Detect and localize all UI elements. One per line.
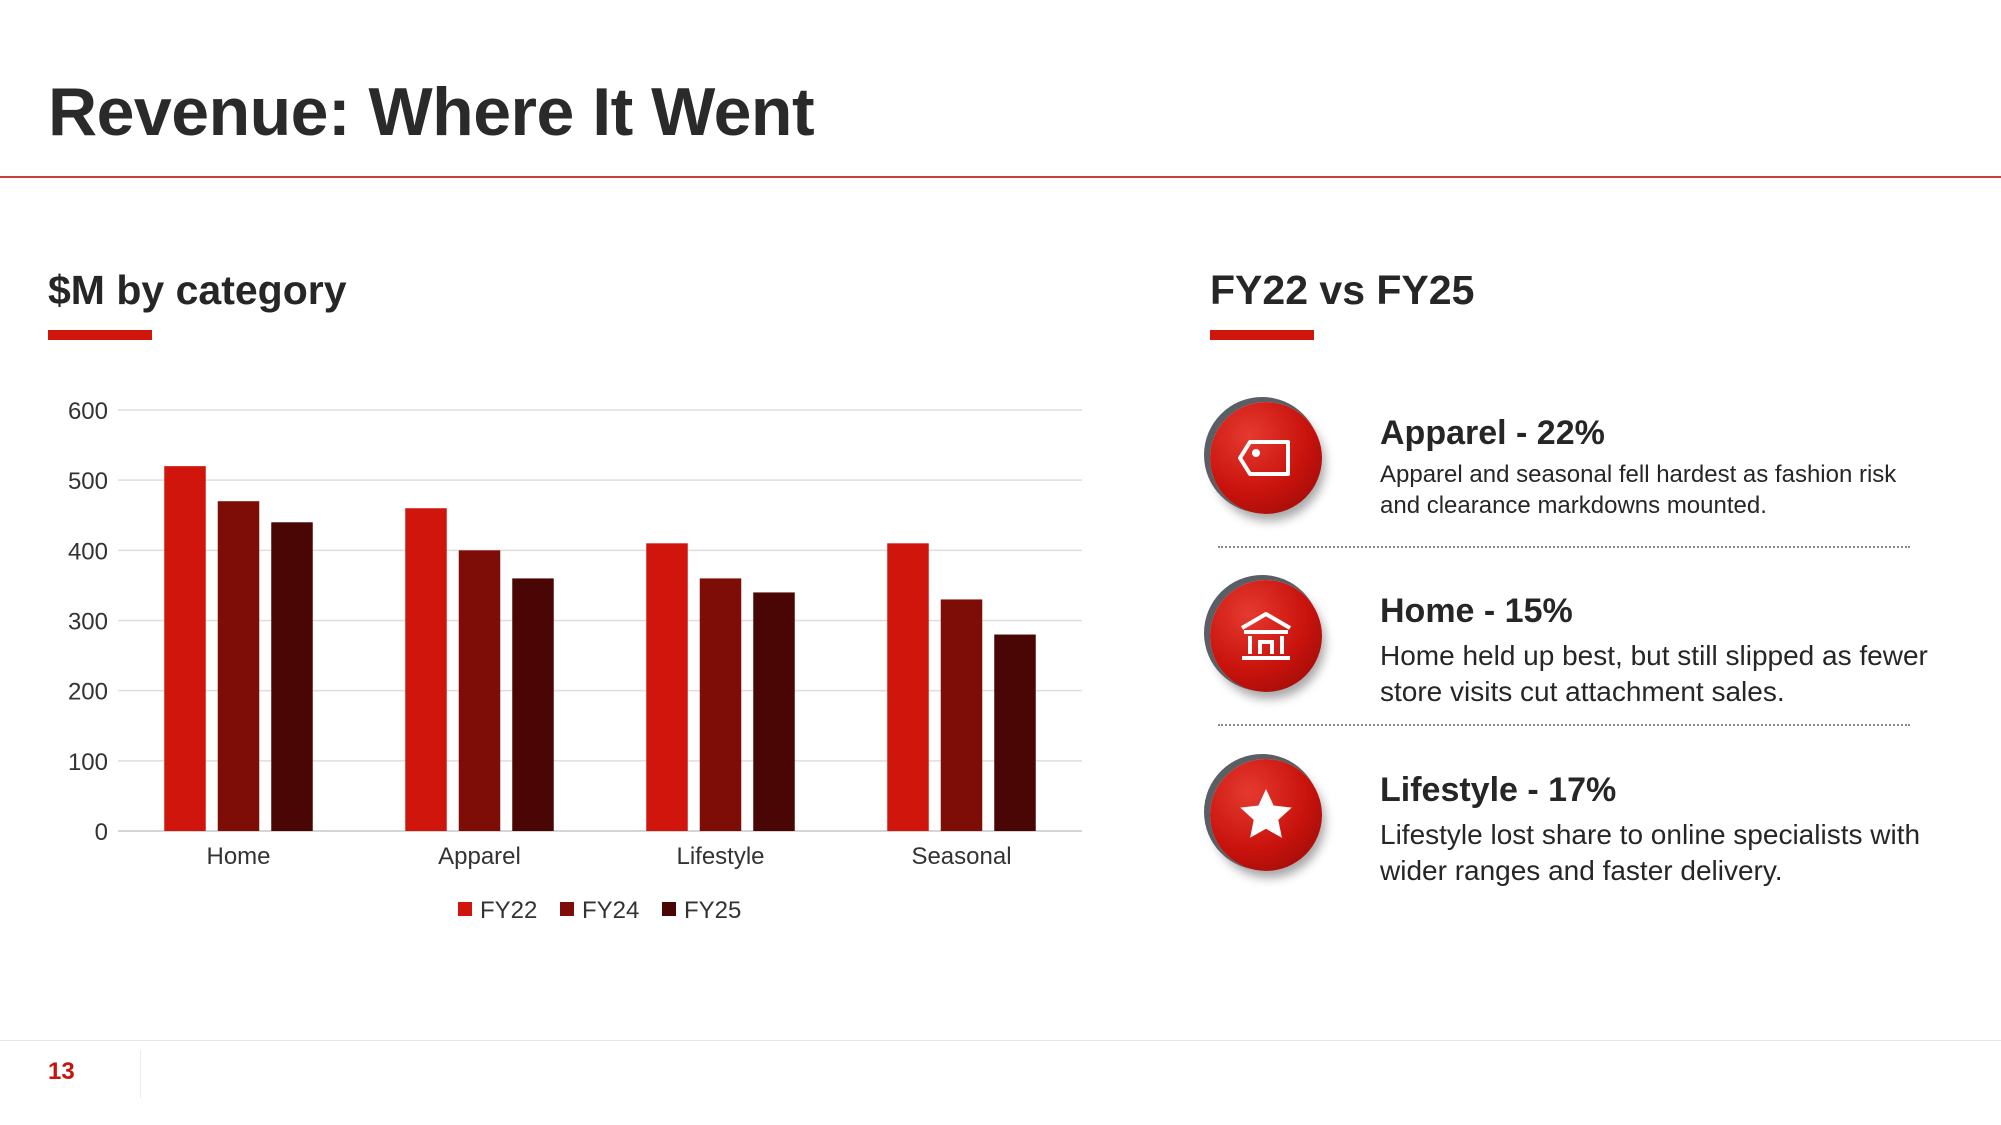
legend-label: FY22 [480, 897, 537, 924]
item-separator [1218, 546, 1910, 548]
item-description: Home held up best, but still slipped as … [1380, 640, 1928, 707]
bar-home-fy25 [271, 522, 313, 831]
y-tick-label: 300 [68, 609, 108, 636]
bar-lifestyle-fy22 [646, 543, 688, 831]
x-tick-label: Home [206, 843, 270, 870]
bar-seasonal-fy24 [940, 599, 983, 831]
legend-label: FY24 [582, 897, 639, 924]
comparison-section-heading: FY22 vs FY25 [1210, 267, 1475, 313]
x-tick-label: Apparel [438, 843, 521, 870]
comparison-item-apparel: Apparel - 22% Apparel and seasonal fell … [1210, 402, 1930, 542]
price-tag-icon [1238, 440, 1290, 476]
y-tick-label: 600 [68, 398, 108, 425]
revenue-bar-chart: 0 100 200 300 400 500 600 Home Apparel Lifestyle S… [68, 398, 1082, 924]
bar-home-fy24 [217, 501, 260, 831]
page-number: 13 [48, 1058, 75, 1085]
y-tick-label: 500 [68, 468, 108, 495]
star-icon [1240, 789, 1292, 838]
bar-apparel-fy22 [405, 508, 447, 831]
bar-seasonal-fy25 [994, 634, 1036, 831]
bar-lifestyle-fy24 [699, 578, 742, 831]
house-icon [1240, 612, 1292, 660]
y-tick-label: 100 [68, 749, 108, 776]
item-title: Lifestyle - 17% [1380, 771, 1617, 809]
item-title: Apparel - 22% [1380, 414, 1605, 452]
chart-heading-accent-bar [48, 330, 152, 340]
footer-divider [140, 1050, 141, 1098]
x-tick-label: Seasonal [911, 843, 1011, 870]
footer-rule [0, 1040, 2001, 1041]
comparison-item-home: Home - 15% Home held up best, but still … [1210, 580, 1930, 720]
item-separator [1218, 724, 1910, 726]
y-tick-label: 200 [68, 679, 108, 706]
legend-swatch [662, 902, 676, 916]
legend-label: FY25 [684, 897, 741, 924]
legend-swatch [458, 902, 472, 916]
item-title: Home - 15% [1380, 592, 1573, 630]
slide-title: Revenue: Where It Went [48, 74, 815, 150]
legend-swatch [560, 902, 574, 916]
chart-section-heading: $M by category [48, 267, 347, 313]
comparison-heading-accent-bar [1210, 330, 1314, 340]
bar-home-fy22 [164, 466, 206, 831]
item-description: Lifestyle lost share to online specialis… [1380, 819, 1921, 886]
bar-lifestyle-fy25 [753, 592, 795, 831]
comparison-item-lifestyle: Lifestyle - 17% Lifestyle lost share to … [1210, 759, 1930, 899]
bar-apparel-fy24 [458, 550, 501, 831]
title-rule [0, 176, 2001, 178]
item-description: Apparel and seasonal fell hardest as fas… [1380, 461, 1897, 519]
y-tick-label: 400 [68, 538, 108, 565]
bar-seasonal-fy22 [887, 543, 929, 831]
icon-badge [1210, 580, 1322, 692]
y-tick-label: 0 [95, 819, 108, 846]
icon-badge [1210, 402, 1322, 514]
icon-badge [1210, 759, 1322, 871]
bar-apparel-fy25 [512, 578, 554, 831]
x-tick-label: Lifestyle [676, 843, 764, 870]
